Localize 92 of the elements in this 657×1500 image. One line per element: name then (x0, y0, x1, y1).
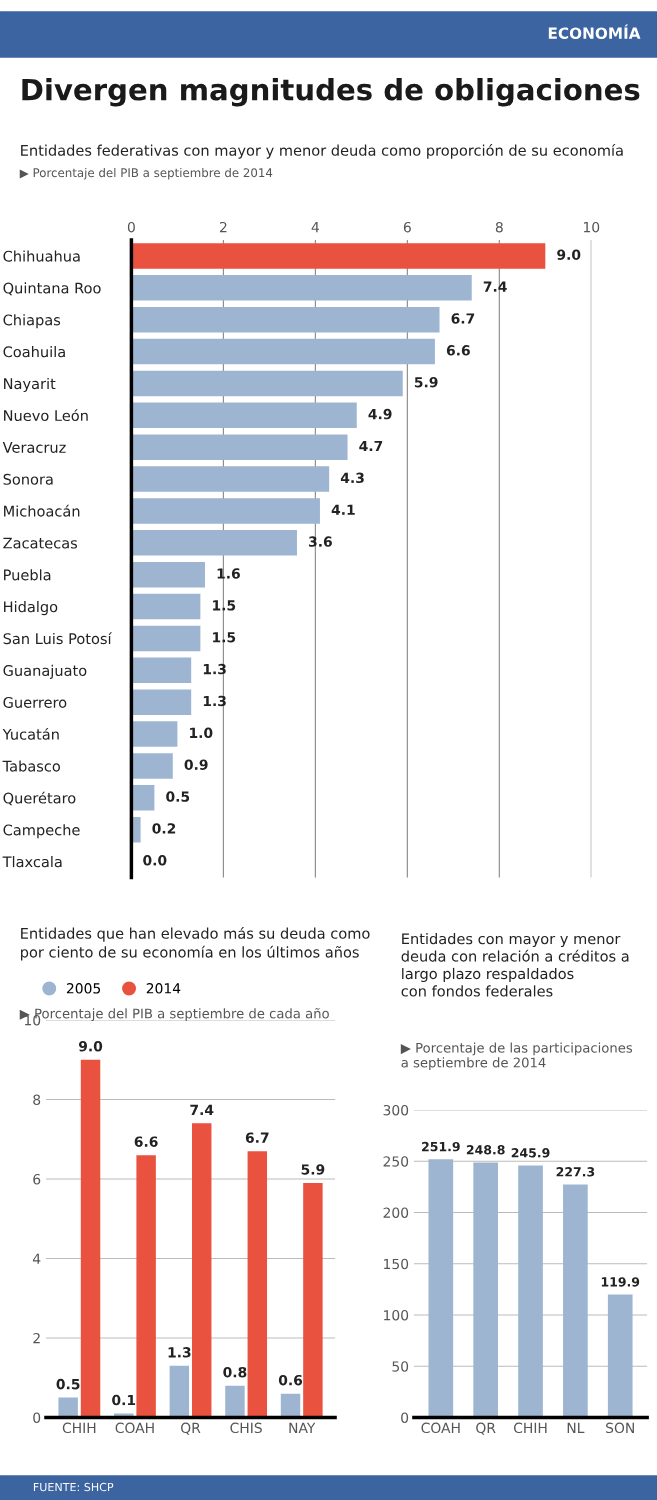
y-tick-label: 8 (33, 1094, 41, 1105)
y-tick-label: Tlaxcala (2, 856, 62, 868)
data-label: 0.6 (278, 1374, 303, 1386)
y-tick-label: Guerrero (3, 696, 67, 708)
data-label: 6.7 (245, 1132, 269, 1143)
x-tick-label: 0 (127, 221, 135, 233)
x-tick-label: SON (606, 1422, 634, 1434)
y-tick-label: Tabasco (2, 760, 60, 772)
x-tick-label: 2 (219, 221, 227, 233)
chart-title: Divergen magnitudes de obligaciones (22, 78, 640, 107)
data-label: 248.8 (466, 1145, 505, 1155)
y-tick-label: Quintana Roo (3, 282, 101, 296)
y-tick-label: Coahuila (3, 346, 65, 358)
data-label: 6.7 (451, 313, 475, 324)
data-label: 4.7 (359, 440, 383, 452)
data-label: 0.8 (223, 1366, 247, 1378)
y-tick-label: Querétaro (3, 791, 76, 806)
data-label: 1.0 (190, 727, 213, 739)
chart-subtitle: ▶ Porcentaje de las participaciones a septiembre de 2014 (400, 1042, 633, 1071)
y-tick-label: Veracruz (2, 442, 66, 453)
x-tick-label: NAY (289, 1422, 316, 1433)
y-tick-label: 6 (33, 1173, 41, 1185)
text: ECONOMÍA (548, 24, 641, 39)
data-label: 0.0 (143, 855, 167, 866)
data-label: 245.9 (511, 1148, 550, 1158)
data-label: 0.2 (152, 823, 176, 834)
data-label: 5.9 (414, 376, 438, 388)
data-label: 6.6 (134, 1136, 158, 1147)
data-label: 1.5 (213, 600, 236, 611)
text: ▶ Porcentaje del PIB a septiembre de 2014 (19, 168, 273, 180)
data-label: 119.9 (601, 1277, 640, 1287)
y-tick-label: Campeche (3, 824, 80, 839)
y-tick-label: Michoacán (4, 504, 80, 517)
data-label: 4.3 (340, 472, 364, 484)
y-tick-label: Puebla (4, 569, 51, 581)
legend-label: 2005 (66, 983, 101, 994)
data-label: 1.5 (213, 632, 236, 643)
legend-label: 2014 (146, 983, 181, 994)
data-label: 0.9 (184, 759, 208, 770)
x-tick-label: CHIS (230, 1422, 262, 1434)
data-label: 4.9 (368, 408, 392, 420)
data-label: 5.9 (301, 1164, 325, 1175)
chart-title: Entidades con mayor y menor deuda con relación a créditos a largo plazo respaldados con fondos federales (401, 933, 629, 997)
data-label: 3.6 (309, 536, 332, 547)
y-tick-label: Chiapas (3, 314, 61, 329)
data-label: 0.1 (112, 1394, 136, 1406)
y-tick-label: 0 (33, 1412, 41, 1423)
data-label: 1.3 (168, 1347, 191, 1358)
y-tick-label: 2 (33, 1332, 40, 1344)
y-tick-label: 100 (384, 1309, 409, 1321)
data-label: 7.4 (190, 1104, 214, 1115)
data-label: 7.4 (483, 281, 507, 292)
x-tick-label: 10 (583, 221, 600, 233)
y-tick-label: Nuevo León (4, 409, 88, 422)
x-tick-label: COAH (115, 1422, 154, 1434)
y-tick-label: Guanajuato (3, 664, 87, 679)
y-tick-label: 150 (384, 1258, 409, 1270)
chart-title: Entidades que han elevado más su deuda como por ciento de su economía en los últimos años (21, 927, 370, 961)
x-tick-label: NL (567, 1422, 585, 1433)
x-tick-label: QR (181, 1422, 201, 1435)
y-tick-label: 300 (383, 1104, 409, 1116)
y-tick-label: 250 (383, 1156, 409, 1167)
y-tick-label: Yucatán (2, 727, 59, 740)
x-tick-label: 4 (311, 222, 319, 233)
data-label: 9.0 (78, 1041, 103, 1052)
data-label: 1.6 (217, 568, 240, 579)
data-label: 9.0 (557, 249, 581, 260)
y-tick-label: Nayarit (4, 377, 56, 393)
data-label: 6.6 (446, 345, 470, 356)
y-tick-label: 4 (32, 1253, 41, 1264)
y-tick-label: Sonora (3, 473, 53, 485)
x-tick-label: CHIH (62, 1422, 96, 1434)
y-tick-label: Hidalgo (4, 601, 58, 616)
data-label: 4.1 (331, 504, 355, 515)
source-note: FUENTE: SHCP (33, 1482, 114, 1492)
data-label: 0.5 (166, 791, 190, 802)
data-label: 227.3 (556, 1167, 595, 1177)
y-tick-label: 0 (401, 1412, 409, 1423)
data-label: 0.5 (56, 1378, 80, 1390)
chart-subtitle: Entidades federativas con mayor y menor deuda como proporción de su economía (21, 144, 623, 159)
data-label: 1.3 (203, 695, 226, 707)
x-tick-label: COAH (421, 1422, 460, 1434)
x-tick-label: 8 (495, 221, 503, 233)
x-tick-label: CHIH (513, 1422, 547, 1434)
x-tick-label: QR (476, 1422, 496, 1435)
data-label: 251.9 (422, 1141, 460, 1152)
y-tick-label: 200 (383, 1207, 409, 1218)
data-label: 1.3 (203, 663, 226, 675)
y-tick-label: San Luis Potosí (3, 632, 112, 645)
y-tick-label: 50 (392, 1361, 409, 1372)
y-tick-label: Zacatecas (3, 537, 78, 549)
y-tick-label: Chihuahua (3, 250, 80, 262)
